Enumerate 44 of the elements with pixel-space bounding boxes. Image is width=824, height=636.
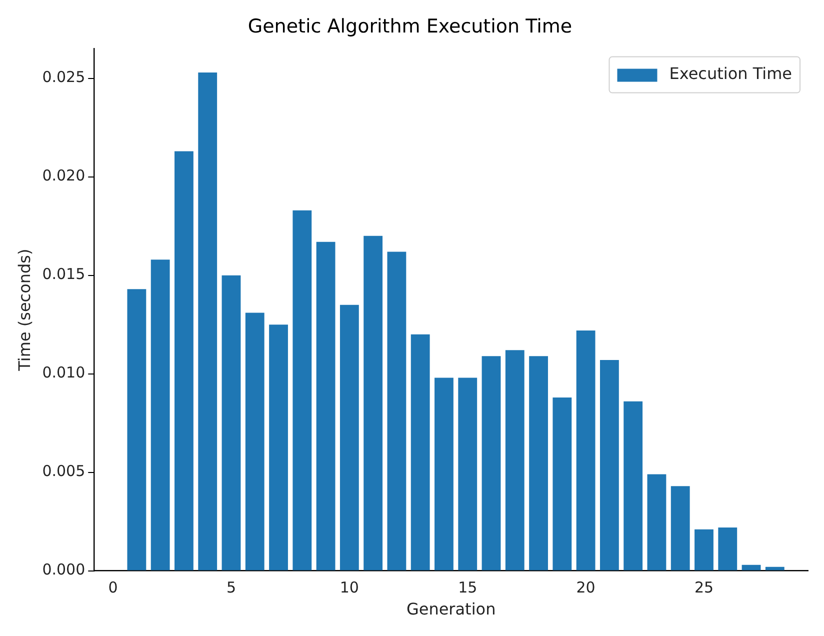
- bar: [410, 334, 430, 570]
- bar: [624, 401, 643, 570]
- x-tick-label: 10: [340, 578, 359, 597]
- bar: [127, 289, 146, 570]
- bar: [316, 242, 336, 570]
- bar: [340, 304, 359, 570]
- bar: [482, 356, 501, 570]
- bar: [458, 378, 478, 570]
- y-tick-label: 0.010: [42, 364, 86, 382]
- y-tick-label: 0.000: [42, 560, 86, 579]
- bar: [364, 236, 383, 570]
- x-tick-label: 25: [694, 578, 714, 597]
- bar: [576, 330, 596, 570]
- bar: [694, 529, 714, 570]
- bar: [222, 275, 241, 570]
- bar: [718, 527, 738, 570]
- x-tick-label: 0: [108, 578, 118, 597]
- bar: [765, 566, 784, 570]
- bar: [552, 397, 572, 570]
- bar: [647, 474, 666, 570]
- y-tick-label: 0.020: [42, 166, 86, 185]
- bar: [269, 324, 288, 570]
- x-axis-title: Generation: [406, 600, 496, 619]
- y-tick-label: 0.025: [42, 68, 86, 86]
- bar: [387, 252, 406, 570]
- bar: [292, 210, 312, 570]
- x-tick-label: 20: [576, 578, 596, 597]
- bar: [600, 360, 619, 570]
- bar: [505, 350, 524, 570]
- x-tick-label: 5: [226, 578, 236, 597]
- y-tick-label: 0.005: [42, 462, 86, 480]
- bar: [245, 312, 264, 570]
- bar: [670, 486, 690, 570]
- bar: [742, 564, 761, 570]
- bar: [174, 151, 194, 570]
- x-tick-label: 15: [458, 578, 478, 597]
- bar: [150, 260, 170, 570]
- bar: [434, 378, 454, 570]
- bar: [198, 72, 218, 570]
- legend-label: Execution Time: [669, 64, 792, 83]
- bar: [529, 356, 548, 570]
- y-axis-title: Time (seconds): [14, 248, 34, 372]
- chart-title: Genetic Algorithm Execution Time: [248, 15, 572, 38]
- y-tick-label: 0.015: [42, 265, 86, 284]
